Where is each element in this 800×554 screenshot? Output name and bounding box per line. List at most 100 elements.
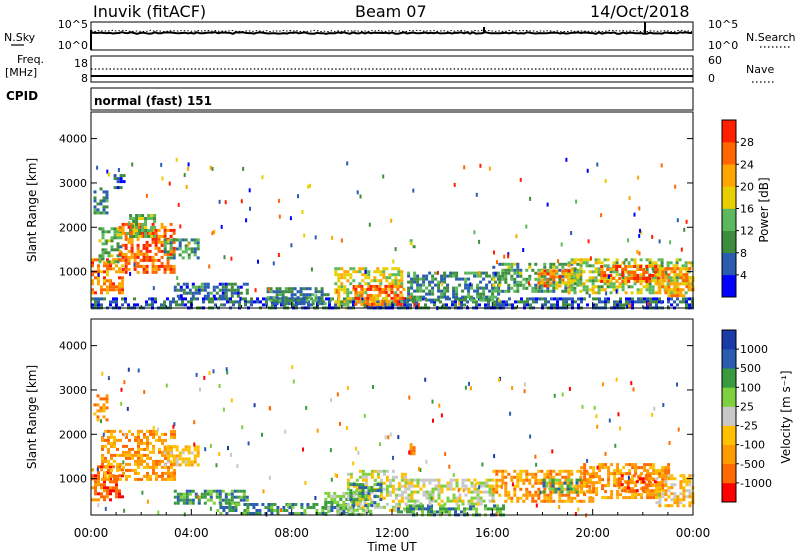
- data-cell: [161, 465, 164, 469]
- data-cell: [549, 472, 553, 476]
- data-cell: [93, 199, 97, 203]
- data-cell: [634, 484, 638, 488]
- data-cell: [379, 505, 383, 509]
- data-cell: [552, 262, 556, 266]
- data-cell: [142, 267, 146, 271]
- data-cell: [540, 286, 544, 290]
- data-cell: [175, 448, 179, 452]
- data-cell: [107, 468, 110, 472]
- data-cell: [648, 288, 652, 292]
- data-cell: [118, 489, 121, 493]
- data-cell: [604, 496, 608, 500]
- data-cell: [218, 451, 221, 456]
- data-cell: [324, 503, 328, 507]
- data-cell: [119, 245, 123, 249]
- data-cell: [149, 474, 152, 478]
- data-cell: [428, 280, 432, 284]
- data-cell: [109, 267, 112, 271]
- data-cell: [163, 451, 167, 455]
- data-cell: [376, 475, 380, 479]
- data-cell: [142, 258, 146, 262]
- data-cell: [494, 289, 498, 293]
- data-cell: [385, 300, 389, 304]
- data-cell: [364, 481, 368, 485]
- data-cell: [152, 432, 155, 436]
- data-cell: [410, 286, 414, 290]
- data-cell: [258, 512, 262, 515]
- data-cell: [270, 506, 274, 509]
- data-cell: [455, 295, 459, 299]
- data-cell: [427, 510, 430, 514]
- data-cell: [140, 429, 143, 433]
- data-cell: [196, 238, 200, 242]
- data-cell: [573, 282, 577, 286]
- data-cell: [672, 276, 676, 280]
- data-cell: [119, 186, 123, 190]
- velocity-colorbar-tick-label: 100: [740, 381, 761, 394]
- data-cell: [164, 477, 167, 481]
- data-cell: [575, 481, 579, 485]
- data-cell: [355, 483, 359, 487]
- data-cell: [612, 277, 616, 280]
- data-cell: [576, 273, 580, 277]
- data-cell: [661, 492, 665, 496]
- data-cell: [658, 273, 662, 277]
- data-cell: [493, 504, 496, 508]
- data-cell: [688, 501, 692, 505]
- data-cell: [361, 483, 365, 487]
- data-cell: [169, 249, 173, 253]
- data-cell: [558, 284, 562, 288]
- data-cell: [101, 438, 104, 442]
- data-cell: [470, 496, 474, 500]
- data-cell: [102, 415, 106, 419]
- data-cell: [579, 267, 583, 271]
- data-cell: [112, 486, 115, 490]
- data-cell: [616, 490, 620, 494]
- data-cell: [576, 487, 580, 491]
- data-cell: [121, 288, 124, 292]
- data-cell: [650, 489, 654, 493]
- data-cell: [161, 441, 164, 445]
- data-cell: [449, 274, 453, 278]
- data-cell: [169, 256, 173, 260]
- data-cell: [349, 508, 353, 512]
- data-cell: [400, 484, 404, 488]
- data-cell: [642, 271, 646, 274]
- data-cell: [630, 381, 633, 386]
- data-cell: [581, 404, 584, 409]
- data-cell: [453, 182, 456, 187]
- data-cell: [194, 492, 198, 496]
- data-cell: [172, 228, 176, 232]
- data-cell: [667, 489, 671, 493]
- data-cell: [91, 264, 94, 268]
- data-cell: [124, 258, 128, 262]
- data-cell: [127, 255, 131, 259]
- data-cell: [682, 480, 686, 484]
- data-cell: [203, 495, 207, 499]
- data-cell: [400, 472, 404, 476]
- data-cell: [485, 283, 489, 287]
- data-cell: [579, 499, 583, 503]
- data-cell: [675, 264, 679, 268]
- data-cell: [621, 268, 625, 271]
- data-cell: [428, 289, 432, 293]
- data-cell: [567, 493, 571, 497]
- data-cell: [511, 482, 514, 487]
- data-cell: [587, 239, 590, 244]
- data-cell: [476, 274, 480, 278]
- data-cell: [345, 503, 349, 507]
- data-cell: [219, 512, 223, 515]
- data-cell: [565, 300, 568, 304]
- data-cell: [670, 498, 674, 502]
- data-cell: [163, 244, 167, 248]
- data-cell: [161, 432, 164, 436]
- data-cell: [633, 271, 637, 274]
- data-cell: [170, 477, 173, 481]
- data-cell: [138, 217, 142, 220]
- data-cell: [582, 270, 586, 274]
- data-cell: [184, 244, 188, 248]
- data-cell: [661, 279, 665, 283]
- data-cell: [670, 270, 674, 274]
- data-cell: [327, 491, 331, 495]
- data-cell: [495, 286, 499, 290]
